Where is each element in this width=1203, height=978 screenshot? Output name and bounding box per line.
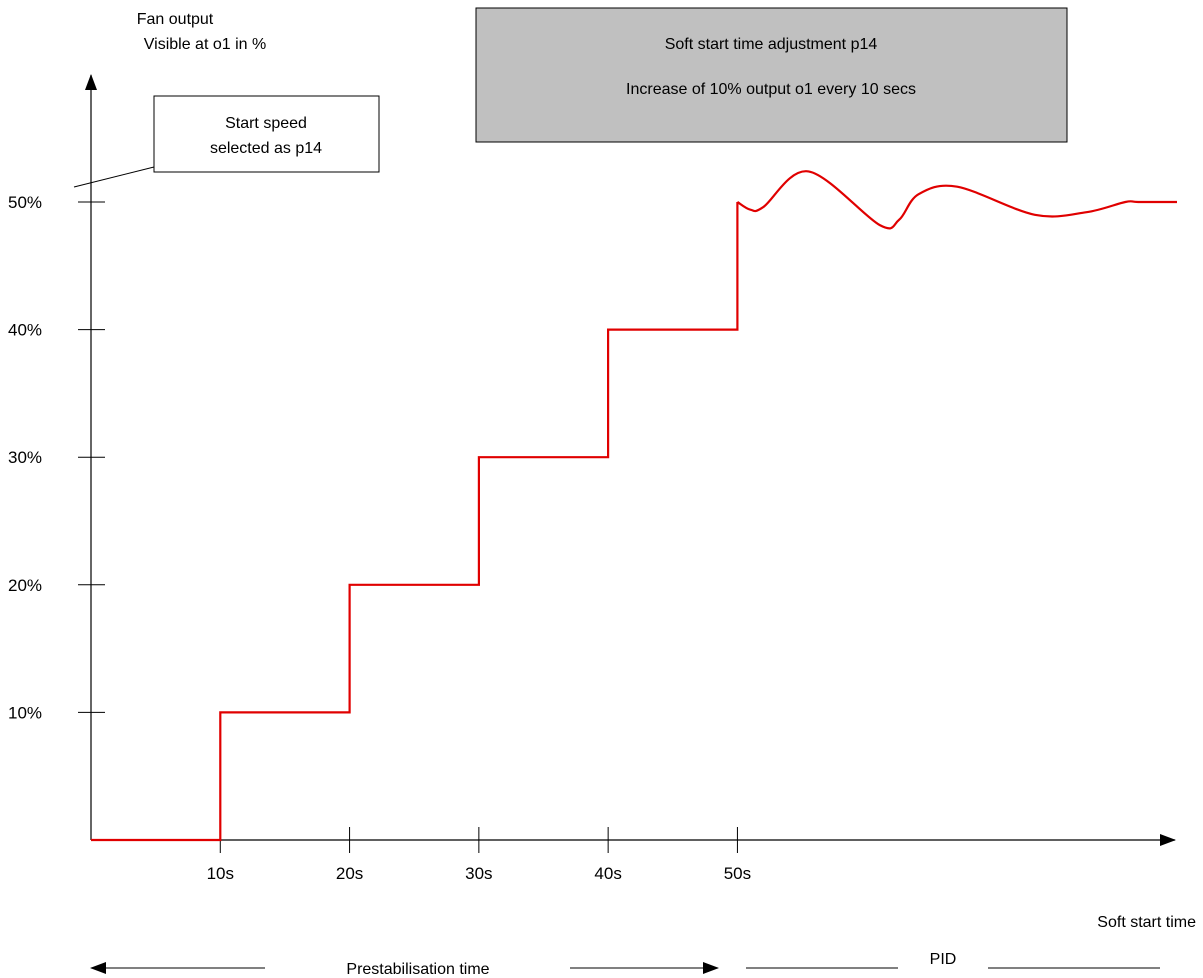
info-box-line1: Soft start time adjustment p14 — [665, 36, 878, 53]
series-step-line — [91, 202, 739, 842]
x-axis-ticks: 10s 20s 30s 40s 50s — [207, 827, 751, 883]
prestabilisation-label: Prestabilisation time — [346, 961, 489, 978]
pid-label: PID — [930, 951, 957, 968]
y-axis-ticks: 10% 20% 30% 40% 50% — [8, 193, 105, 722]
start-speed-callout: Start speed selected as p14 — [73, 95, 380, 188]
callout-leader-line — [73, 166, 155, 188]
y-tick-label: 40% — [8, 321, 42, 340]
info-box-line2: Increase of 10% output o1 every 10 secs — [626, 81, 916, 98]
callout-line2: selected as p14 — [210, 140, 322, 157]
y-axis-title-line1: Fan output — [137, 11, 214, 28]
phase-pid: PID — [746, 951, 1160, 969]
x-tick-label: 10s — [207, 864, 234, 883]
info-box: Soft start time adjustment p14 Increase … — [475, 7, 1068, 143]
x-tick-label: 50s — [724, 864, 751, 883]
info-box-background — [475, 7, 1068, 143]
x-axis-title: Soft start time — [1097, 914, 1196, 931]
callout-box — [153, 95, 380, 173]
x-tick-label: 20s — [336, 864, 363, 883]
y-tick-label: 10% — [8, 703, 42, 722]
x-tick-label: 40s — [594, 864, 621, 883]
y-tick-label: 50% — [8, 193, 42, 212]
phase-prestabilisation: Prestabilisation time — [90, 961, 719, 978]
callout-line1: Start speed — [225, 115, 307, 132]
y-tick-label: 30% — [8, 448, 42, 467]
y-tick-label: 20% — [8, 576, 42, 595]
series-pid-oscillation-line — [736, 170, 1177, 230]
y-axis-title-line2: Visible at o1 in % — [144, 36, 266, 53]
x-tick-label: 30s — [465, 864, 492, 883]
